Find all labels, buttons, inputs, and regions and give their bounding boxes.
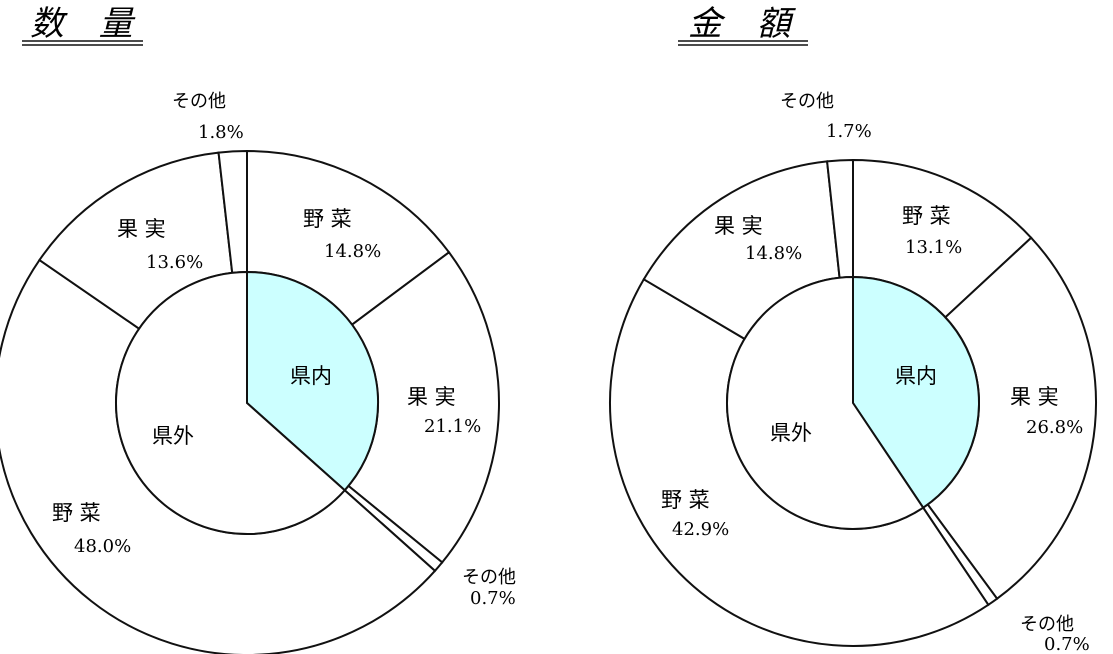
slice-label-pct: 26.8% (1026, 417, 1083, 438)
slice-label-pct: 0.7% (1044, 634, 1090, 654)
slice-label-name: 果 実 (714, 214, 763, 238)
inner-slice (852, 275, 980, 510)
slice-label-name: その他 (172, 91, 226, 112)
donut-chart (609, 158, 1097, 647)
slice-label-pct: 13.6% (146, 252, 203, 273)
chart-quantity: 数 量 県内 県外 野 菜 14.8% 果 実 21.1% その他 0.7% 野… (0, 4, 516, 654)
slice-label-name: 野 菜 (303, 207, 352, 231)
slice-label-name: その他 (1020, 614, 1074, 635)
slice-label-name: その他 (780, 91, 834, 112)
slice-label-pct: 14.8% (745, 243, 802, 264)
chart-title: 金 額 (688, 4, 803, 44)
slice-label-name: その他 (462, 567, 516, 588)
slice-label-pct: 1.7% (826, 121, 872, 142)
slice-label-pct: 13.1% (905, 237, 962, 258)
slice-label-name: 果 実 (117, 217, 166, 241)
inner-slice (726, 275, 925, 530)
slice-label-name: 野 菜 (52, 501, 101, 525)
slice-label-name: 野 菜 (661, 488, 710, 512)
slice-label-name: 果 実 (407, 385, 456, 409)
slice-label-pct: 42.9% (672, 519, 729, 540)
slice-label-pct: 48.0% (74, 536, 131, 557)
slice-label-name: 野 菜 (902, 204, 951, 228)
inner-label-kengai: 県外 (770, 421, 812, 445)
slice-label-pct: 21.1% (424, 416, 481, 437)
inner-slice (115, 270, 347, 535)
inner-label-kennai: 県内 (895, 364, 937, 388)
donut-chart (0, 149, 500, 654)
slice-label-pct: 1.8% (198, 122, 244, 143)
chart-title: 数 量 (30, 4, 145, 44)
slice-label-pct: 14.8% (324, 241, 381, 262)
slice-label-name: 果 実 (1010, 385, 1059, 409)
inner-slice (246, 270, 379, 492)
chart-amount: 金 額 県内 県外 野 菜 13.1% 果 実 26.8% その他 0.7% 野… (609, 4, 1097, 654)
inner-label-kengai: 県外 (152, 424, 194, 448)
inner-label-kennai: 県内 (290, 364, 332, 388)
slice-label-pct: 0.7% (470, 588, 516, 609)
